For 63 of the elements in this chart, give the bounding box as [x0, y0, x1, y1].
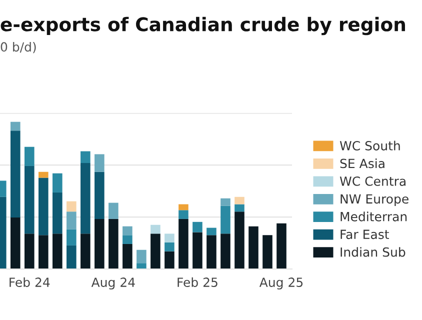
bar [178, 210, 188, 219]
bar [164, 234, 174, 243]
bar [220, 206, 230, 234]
bar [24, 166, 34, 234]
bar [122, 235, 132, 244]
bar [108, 218, 118, 269]
bar [206, 228, 216, 236]
bar [276, 223, 286, 269]
bar [136, 263, 146, 269]
bar [10, 130, 20, 218]
bar [94, 218, 104, 269]
legend-label: Indian Sub [340, 247, 406, 257]
bar [150, 224, 160, 234]
x-tick-label: Feb 25 [178, 277, 218, 288]
legend-label: Mediterran [340, 212, 407, 222]
bar [220, 234, 230, 269]
bar [262, 235, 272, 269]
bar [52, 192, 62, 234]
bar [234, 196, 244, 204]
bar [164, 251, 174, 269]
legend-label: NW Europe [340, 194, 408, 206]
bar [234, 212, 244, 269]
bar [178, 218, 188, 269]
bar [136, 250, 146, 264]
bar [80, 234, 90, 269]
bar [234, 204, 244, 212]
bar [38, 178, 48, 236]
legend-label: WC South [340, 140, 400, 150]
bar [66, 245, 76, 269]
chart-subtitle: 0 b/d) [0, 42, 36, 54]
bar [164, 242, 174, 252]
x-tick-label: Aug 25 [259, 278, 303, 290]
bar [24, 146, 34, 166]
bar [66, 212, 76, 230]
bar [52, 173, 62, 192]
bar [178, 204, 188, 210]
bar [192, 222, 202, 232]
bar [108, 202, 118, 219]
bar [192, 232, 202, 269]
chart-title: e-exports of Canadian crude by region [0, 16, 405, 36]
bar [52, 234, 62, 269]
legend-label: SE Asia [340, 158, 384, 168]
legend-label: WC Centra [340, 176, 406, 186]
x-tick-label: Aug 24 [91, 278, 135, 290]
bar [66, 229, 76, 246]
bar [10, 122, 20, 131]
bar [94, 172, 104, 219]
bar [94, 154, 104, 172]
bar [80, 151, 90, 164]
bar [38, 172, 48, 178]
x-tick-label: Feb 24 [10, 277, 50, 288]
bar [66, 201, 76, 212]
bar [206, 235, 216, 269]
bar [122, 226, 132, 236]
bar [24, 234, 34, 269]
bar [38, 235, 48, 269]
bar [80, 163, 90, 234]
bar [248, 226, 258, 269]
bar [150, 234, 160, 269]
bar [122, 244, 132, 269]
bar [10, 217, 20, 269]
bar [220, 198, 230, 206]
legend-label: Far East [340, 230, 389, 240]
